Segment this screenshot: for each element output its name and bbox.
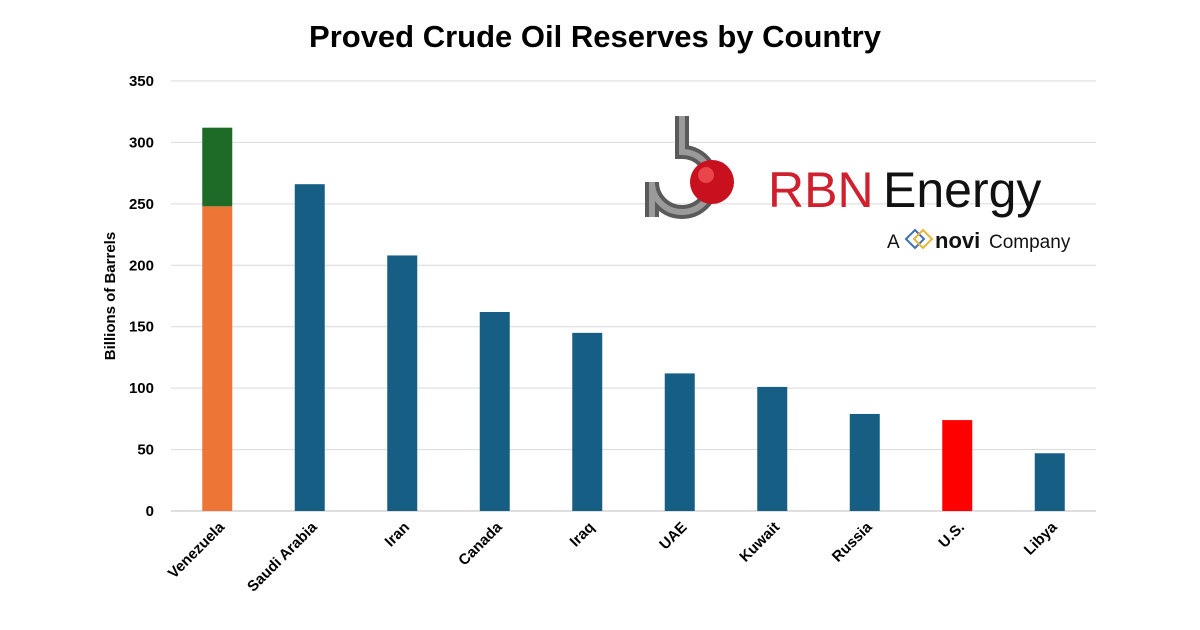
x-category-label: Saudi Arabia	[244, 518, 321, 595]
bar-russia	[849, 413, 880, 511]
logo-brand-rbn: RBN	[768, 162, 874, 218]
rbn-pipe-drop-logo-icon	[645, 116, 734, 219]
y-axis-ticks: 0 50 100 150 200 250 300 350	[129, 73, 154, 520]
x-category-label: UAE	[656, 519, 690, 553]
bar-uae	[664, 373, 695, 511]
y-tick-label: 50	[137, 442, 154, 459]
logo-tagline-prefix: A	[887, 232, 900, 253]
x-category-label: Russia	[829, 518, 876, 565]
y-tick-label: 300	[129, 134, 154, 151]
x-category-label: Iran	[382, 519, 413, 550]
bar-venezuela	[202, 206, 233, 512]
bar-saudi-arabia	[294, 184, 325, 511]
bar-kuwait	[757, 386, 788, 511]
bar-u-s	[942, 420, 973, 511]
y-axis-title: Billions of Barrels	[102, 232, 119, 360]
novi-icon	[904, 228, 934, 250]
x-category-label: Iraq	[567, 519, 598, 550]
bar-iran	[387, 255, 418, 511]
x-category-label: Libya	[1021, 518, 1061, 558]
logo-tagline-suffix: Company	[989, 232, 1071, 253]
x-category-label: Kuwait	[736, 519, 783, 566]
bar-libya	[1034, 453, 1065, 511]
bar-canada	[479, 311, 510, 511]
logo-brand-energy: Energy	[883, 162, 1041, 218]
y-tick-label: 350	[129, 73, 154, 90]
y-tick-label: 250	[129, 196, 154, 213]
x-category-label: U.S.	[935, 519, 968, 552]
bar-iraq	[572, 332, 603, 511]
chart-title: Proved Crude Oil Reserves by Country	[309, 19, 882, 54]
x-axis-labels: Venezuela Saudi Arabia Iran Canada Iraq UAE Ku…	[165, 518, 1061, 595]
y-tick-label: 100	[129, 380, 154, 397]
bars	[202, 127, 1065, 512]
y-tick-label: 200	[129, 257, 154, 274]
gridlines	[171, 80, 1096, 512]
bar-venezuela-segment-2	[202, 127, 233, 207]
x-category-label: Canada	[455, 518, 506, 569]
y-tick-label: 150	[129, 319, 154, 336]
x-category-label: Venezuela	[165, 518, 229, 582]
logo-tagline-brand: novi	[935, 228, 980, 253]
rbn-energy-logo: RBN Energy A novi Company	[645, 116, 1071, 253]
y-tick-label: 0	[146, 503, 154, 520]
